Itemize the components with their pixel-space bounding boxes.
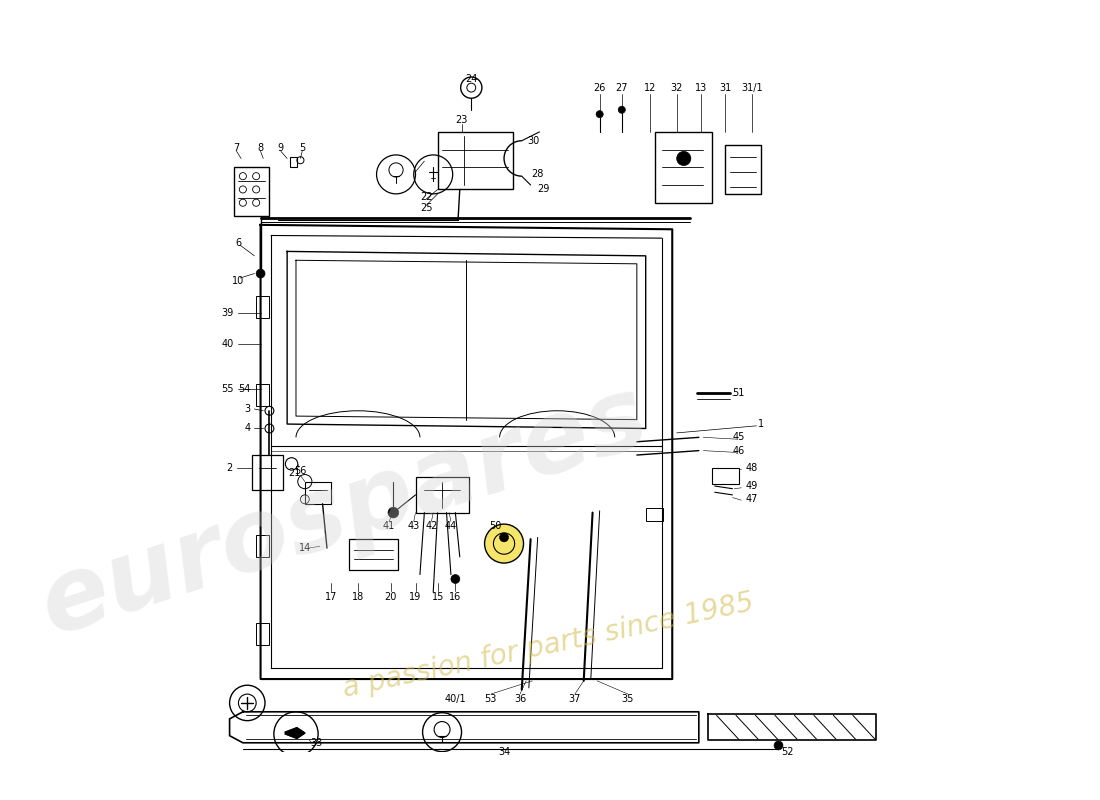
Text: 3: 3 xyxy=(244,404,251,414)
Text: 48: 48 xyxy=(746,463,758,474)
Text: 18: 18 xyxy=(352,592,364,602)
Circle shape xyxy=(618,106,625,114)
Text: 41: 41 xyxy=(383,521,395,531)
Text: 29: 29 xyxy=(537,185,549,194)
Text: 46: 46 xyxy=(733,446,745,456)
Circle shape xyxy=(256,269,265,278)
Text: 8: 8 xyxy=(257,143,264,153)
Text: 42: 42 xyxy=(426,521,438,531)
Text: 45: 45 xyxy=(733,432,745,442)
Circle shape xyxy=(388,507,398,518)
Text: 34: 34 xyxy=(498,746,510,757)
Text: 28: 28 xyxy=(531,169,543,178)
Circle shape xyxy=(774,741,783,750)
Bar xyxy=(725,145,761,194)
Text: 15: 15 xyxy=(431,592,443,602)
Text: 19: 19 xyxy=(409,592,421,602)
Text: 23: 23 xyxy=(455,115,468,126)
Text: 20: 20 xyxy=(385,592,397,602)
Text: 47: 47 xyxy=(746,494,758,504)
Text: 14: 14 xyxy=(299,543,311,553)
Bar xyxy=(438,132,513,190)
Text: 30: 30 xyxy=(527,136,539,146)
Text: 50: 50 xyxy=(490,521,502,531)
Text: 24: 24 xyxy=(465,74,477,84)
Text: 37: 37 xyxy=(569,694,581,703)
Text: 49: 49 xyxy=(746,481,758,491)
Bar xyxy=(654,132,712,202)
Bar xyxy=(349,539,398,570)
Text: 55: 55 xyxy=(221,384,234,394)
Text: 9: 9 xyxy=(278,143,284,153)
Text: 40: 40 xyxy=(222,339,234,350)
Text: 33: 33 xyxy=(310,738,322,748)
Text: 26: 26 xyxy=(594,82,606,93)
Circle shape xyxy=(499,533,508,542)
Circle shape xyxy=(676,151,691,166)
Text: a passion for parts since 1985: a passion for parts since 1985 xyxy=(340,588,757,702)
Text: 7: 7 xyxy=(233,143,240,153)
Bar xyxy=(416,477,469,513)
Text: 21: 21 xyxy=(288,468,300,478)
Text: 44: 44 xyxy=(444,521,456,531)
Text: 16: 16 xyxy=(449,592,462,602)
Text: 56: 56 xyxy=(294,466,307,476)
Text: 17: 17 xyxy=(326,592,338,602)
Text: 54: 54 xyxy=(239,384,251,394)
Text: 10: 10 xyxy=(232,276,244,286)
Polygon shape xyxy=(285,728,305,738)
Text: 40/1: 40/1 xyxy=(444,694,466,703)
Text: 36: 36 xyxy=(514,694,526,703)
Bar xyxy=(646,508,663,522)
Text: 25: 25 xyxy=(420,203,432,213)
Text: 31: 31 xyxy=(719,82,732,93)
Circle shape xyxy=(596,110,603,118)
Text: eurospares: eurospares xyxy=(29,369,660,657)
Bar xyxy=(234,167,270,216)
Bar xyxy=(289,157,297,167)
Text: 12: 12 xyxy=(644,82,657,93)
Text: 51: 51 xyxy=(733,388,745,398)
Text: 4: 4 xyxy=(244,423,251,434)
Bar xyxy=(305,482,331,504)
Bar xyxy=(256,623,270,646)
Bar xyxy=(256,296,270,318)
Bar xyxy=(256,384,270,406)
Bar xyxy=(712,468,739,484)
Text: 2: 2 xyxy=(227,463,233,474)
Text: 35: 35 xyxy=(621,694,635,703)
Text: 52: 52 xyxy=(781,746,793,757)
Text: 5: 5 xyxy=(299,143,306,153)
Text: 22: 22 xyxy=(420,191,432,202)
Bar xyxy=(256,534,270,557)
Text: 53: 53 xyxy=(485,694,497,703)
Text: 13: 13 xyxy=(694,82,706,93)
Text: 1: 1 xyxy=(758,419,763,429)
Text: 27: 27 xyxy=(616,82,628,93)
Circle shape xyxy=(451,574,460,583)
Text: 39: 39 xyxy=(222,308,234,318)
Bar xyxy=(252,455,283,490)
Circle shape xyxy=(485,524,524,563)
Text: 6: 6 xyxy=(235,238,242,247)
Text: 31/1: 31/1 xyxy=(741,82,762,93)
Text: 43: 43 xyxy=(408,521,420,531)
Text: 32: 32 xyxy=(671,82,683,93)
